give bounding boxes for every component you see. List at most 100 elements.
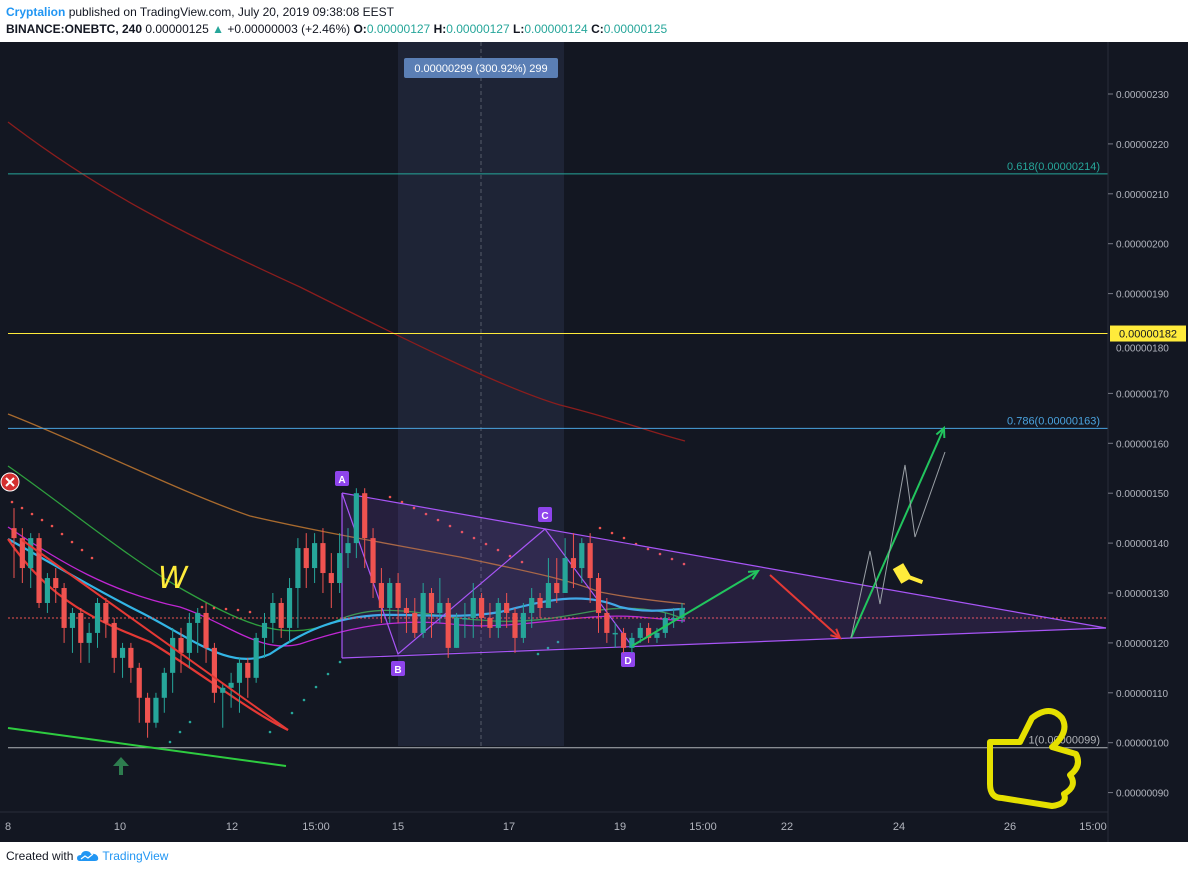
candle-body	[587, 543, 593, 579]
candle-body	[270, 602, 276, 623]
sar-dot	[448, 524, 452, 528]
sar-dot	[314, 685, 318, 689]
y-tick-label: 0.00000120	[1116, 639, 1169, 650]
sar-dot	[290, 711, 294, 715]
tradingview-logo[interactable]: TradingView	[77, 849, 168, 863]
sar-dot	[30, 512, 34, 516]
candle-body	[236, 662, 243, 683]
y-tick-label: 0.00000210	[1116, 190, 1169, 201]
sar-dot	[460, 530, 464, 534]
measure-label-box	[404, 58, 558, 78]
candle-body	[228, 682, 234, 688]
sar-dot	[10, 500, 14, 504]
level-label: 0.786(0.00000163)	[1007, 415, 1100, 427]
sar-dot	[236, 608, 240, 612]
sar-dot	[436, 518, 440, 522]
sar-dot	[598, 526, 602, 530]
sar-dot	[40, 518, 44, 522]
sar-dot	[484, 542, 488, 546]
x-tick-label: 26	[1004, 821, 1016, 833]
candle-body	[620, 632, 627, 648]
candle-body	[11, 528, 17, 539]
sar-dot	[424, 512, 428, 516]
y-tick-label: 0.00000220	[1116, 140, 1169, 151]
candle-body	[53, 578, 59, 589]
y-tick-label: 0.00000160	[1116, 439, 1169, 450]
candle-body	[362, 493, 368, 539]
sar-dot	[326, 672, 330, 676]
candle-body	[470, 597, 476, 618]
candle-body	[671, 617, 677, 620]
candle-body	[512, 612, 518, 638]
candle-body	[595, 578, 602, 613]
sar-dot	[168, 740, 172, 744]
x-axis-labels: 8 10 12 15:00 15 17 19 15:00 22 24 26 15:00	[0, 811, 1108, 833]
candle-body	[479, 597, 485, 618]
change-up-icon: ▲	[212, 22, 225, 36]
candle-body	[245, 662, 251, 678]
candle-body	[211, 647, 217, 693]
hammer-icon	[892, 563, 912, 584]
created-with-text: Created with	[6, 849, 74, 863]
sar-dot	[224, 607, 228, 611]
triangle-fill	[342, 493, 1106, 658]
candle-body	[28, 538, 34, 569]
last-price: 0.00000125	[145, 22, 209, 36]
sar-dot	[508, 554, 512, 558]
candle-body	[261, 622, 268, 638]
sar-dot	[212, 606, 216, 610]
sar-dot	[670, 557, 674, 561]
close-icon	[5, 477, 15, 487]
x-tick-label: 22	[781, 821, 793, 833]
candle-body	[36, 538, 42, 603]
y-tick-label: 0.00000110	[1116, 689, 1169, 700]
price-change: +0.00000003 (+2.46%)	[227, 22, 351, 36]
candle-body	[312, 543, 318, 569]
pattern-point-box	[621, 652, 635, 667]
sar-dot	[412, 506, 416, 510]
sar-dot	[400, 500, 404, 504]
candle-body	[136, 667, 142, 698]
support-trendline	[7, 727, 287, 767]
projection-up-arrow	[631, 570, 759, 647]
open-value: 0.00000127	[366, 22, 431, 36]
candle-body	[612, 632, 618, 635]
candle-body	[412, 612, 418, 633]
candle-body	[278, 602, 284, 628]
candle-body	[19, 538, 25, 569]
sar-dot	[200, 605, 204, 609]
ohlc-legend: BINANCE:ONEBTC, 240 0.00000125 ▲ +0.0000…	[6, 22, 667, 36]
candle-body	[370, 538, 376, 584]
candle-body	[420, 593, 426, 633]
sar-dot	[302, 698, 306, 702]
triangle-pattern: A B C D	[335, 471, 1107, 676]
candle-body	[520, 612, 526, 638]
chart-background	[0, 42, 1188, 842]
pattern-point-box	[335, 471, 349, 486]
candle-body	[353, 493, 359, 544]
sar-dot	[472, 536, 476, 540]
y-tick-label: 0.00000190	[1116, 290, 1169, 301]
candle-body	[94, 602, 101, 633]
sar-dot	[658, 552, 662, 556]
low-value: 0.00000124	[524, 22, 588, 36]
price-chart[interactable]: 0.00000299 (300.92%) 299 0.618(0.0000021…	[0, 42, 1188, 842]
candle-body	[579, 543, 585, 569]
low-label: L:	[512, 22, 525, 36]
sar-dot	[268, 730, 272, 734]
candle-body	[286, 588, 293, 628]
x-tick-label: 15:00	[1079, 821, 1107, 833]
y-tick-label: 0.00000230	[1116, 90, 1169, 101]
ma-20-line	[7, 526, 686, 647]
candle-body	[545, 583, 551, 608]
candle-body	[337, 553, 343, 584]
pattern-point-label: D	[624, 656, 631, 667]
candle-body	[646, 627, 652, 638]
level-label: 0.618(0.00000214)	[1007, 161, 1100, 173]
candle-body	[378, 583, 384, 608]
author-name[interactable]: Cryptalion	[6, 5, 66, 19]
candle-body	[203, 612, 209, 648]
candle-body	[637, 627, 643, 638]
candle-body	[462, 617, 468, 620]
candle-body	[111, 622, 117, 658]
